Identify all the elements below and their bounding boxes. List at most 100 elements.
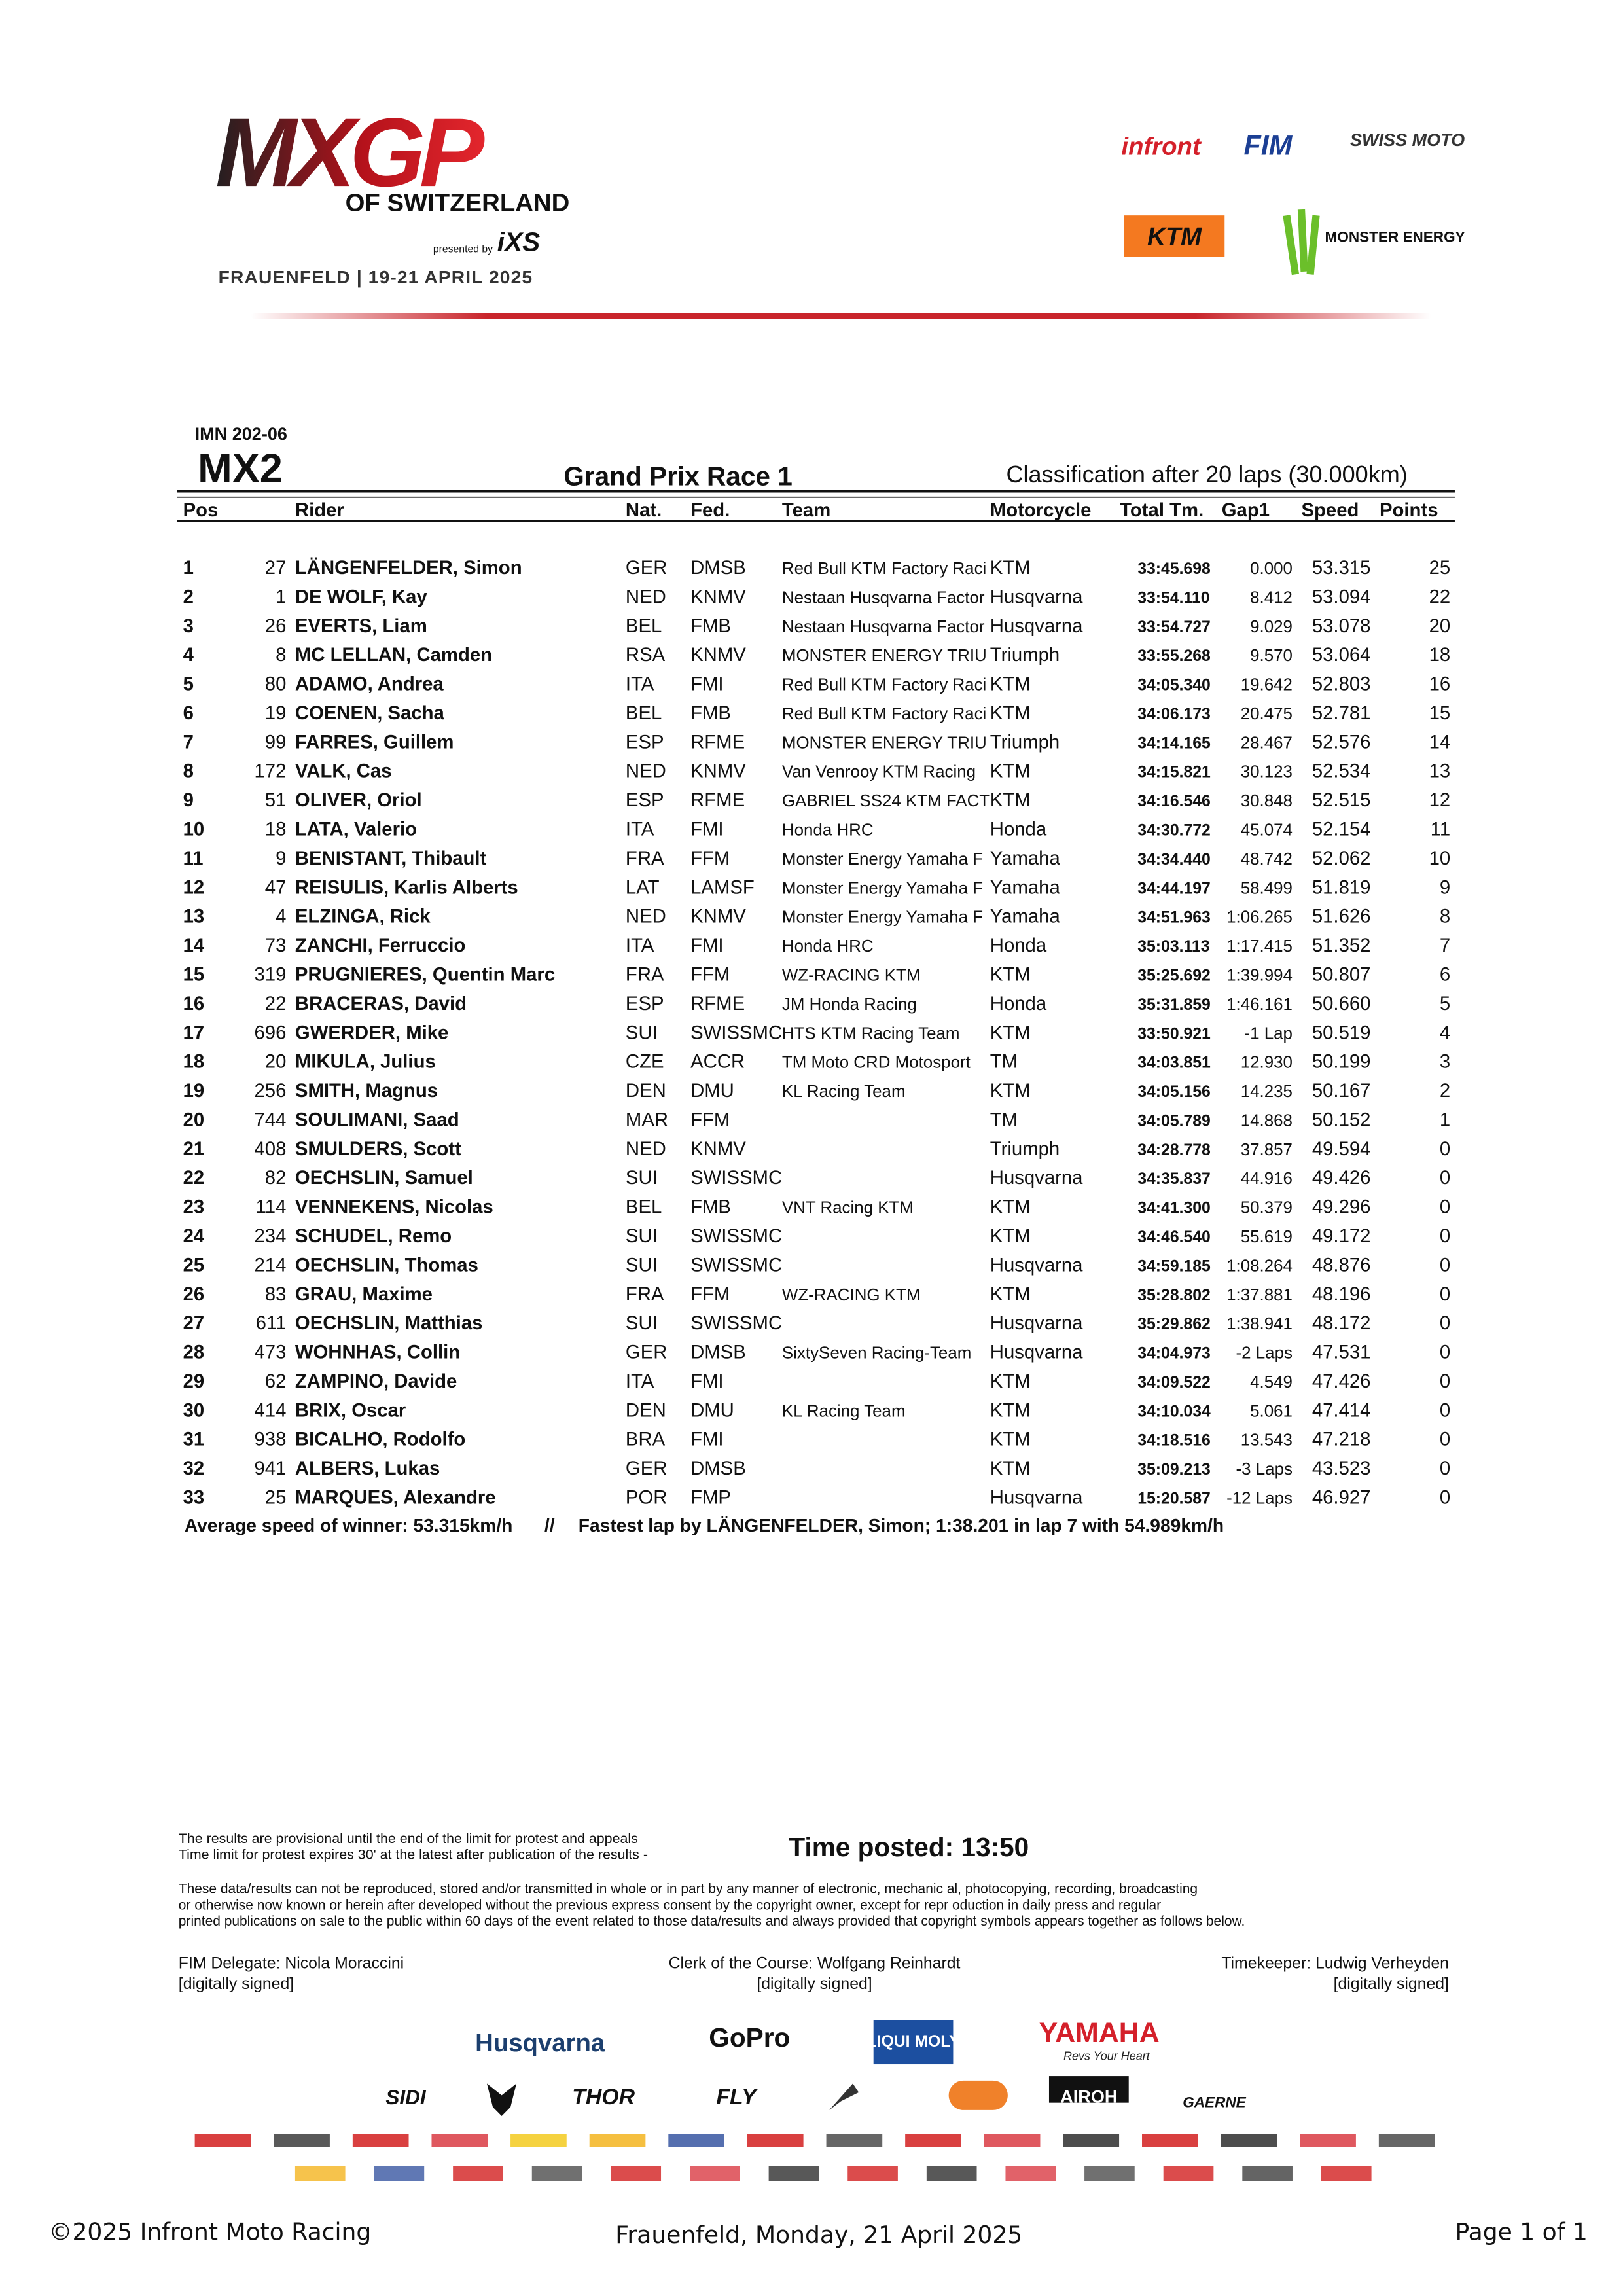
team: Red Bull KTM Factory Raci xyxy=(782,676,986,694)
position: 30 xyxy=(183,1399,205,1421)
position: 11 xyxy=(183,848,204,869)
total-time: 34:15.821 xyxy=(1137,764,1211,781)
nationality: FRA xyxy=(626,963,664,985)
sponsor-logo: SIDI xyxy=(385,2085,427,2109)
rider-number: 18 xyxy=(265,819,287,840)
result-row: 6 19 COENEN, Sacha BEL FMB Red Bull KTM Facto… xyxy=(183,702,1451,724)
sponsor-badge xyxy=(873,2020,954,2065)
small-sponsor-logo xyxy=(453,2166,503,2181)
sponsor-logo: GAERNE xyxy=(1183,2094,1246,2110)
nationality: NED xyxy=(626,906,666,927)
monster-claw xyxy=(1283,209,1320,276)
team: Honda HRC xyxy=(782,937,874,956)
gap: 13.543 xyxy=(1241,1431,1293,1450)
column-header: Gap1 xyxy=(1222,499,1270,521)
rider-name: ZANCHI, Ferruccio xyxy=(295,935,465,956)
rider-number: 27 xyxy=(265,557,287,579)
team: WZ-RACING KTM xyxy=(782,1286,921,1304)
small-sponsor-logo xyxy=(352,2134,409,2147)
speed: 49.594 xyxy=(1312,1138,1371,1160)
speed: 52.534 xyxy=(1312,761,1371,782)
nationality: SUI xyxy=(626,1022,658,1043)
federation: SWISSMC xyxy=(690,1225,782,1247)
total-time: 34:05.340 xyxy=(1137,677,1211,694)
result-row: 27 611 OECHSLIN, Matthias SUI SWISSMC Husqvar… xyxy=(183,1312,1451,1334)
rider-name: VALK, Cas xyxy=(295,761,392,782)
result-row: 10 18 LATA, Valerio ITA FMI Honda HRC Honda 34:… xyxy=(183,819,1451,840)
points: 0 xyxy=(1440,1254,1450,1276)
nationality: GER xyxy=(626,1342,667,1363)
rider-name: BENISTANT, Thibault xyxy=(295,848,487,869)
speed: 52.576 xyxy=(1312,731,1371,753)
rider-name: GWERDER, Mike xyxy=(295,1022,448,1043)
position: 32 xyxy=(183,1458,205,1479)
points: 0 xyxy=(1440,1196,1450,1218)
total-time: 33:45.698 xyxy=(1137,560,1211,578)
motorcycle: KTM xyxy=(990,1022,1031,1043)
total-time: 34:06.173 xyxy=(1137,706,1211,723)
nationality: DEN xyxy=(626,1080,666,1102)
column-header: Points xyxy=(1380,499,1438,521)
rider-number: 22 xyxy=(265,993,287,1014)
gap: 37.857 xyxy=(1241,1141,1293,1159)
rider-name: LÄNGENFELDER, Simon xyxy=(295,557,522,579)
federation: DMU xyxy=(690,1080,734,1102)
footer: The results are provisional until the en… xyxy=(48,1831,1587,2249)
event-logo: MXGP xyxy=(215,98,485,207)
points: 1 xyxy=(1440,1109,1450,1130)
disclaimer: These data/results can not be reproduced… xyxy=(179,1882,1198,1897)
motorcycle: KTM xyxy=(990,1196,1031,1218)
position: 8 xyxy=(183,761,194,782)
position: 28 xyxy=(183,1342,205,1363)
rider-name: WOHNHAS, Collin xyxy=(295,1342,460,1363)
total-time: 34:59.185 xyxy=(1137,1257,1211,1275)
nationality: ESP xyxy=(626,993,664,1014)
protest-note: Time limit for protest expires 30' at th… xyxy=(179,1847,648,1863)
speed: 50.807 xyxy=(1312,963,1371,985)
official-signature: [digitally signed] xyxy=(1334,1975,1449,1993)
total-time: 34:18.516 xyxy=(1137,1432,1211,1450)
sponsor-logo: Husqvarna xyxy=(475,2029,605,2057)
total-time: 34:09.522 xyxy=(1137,1374,1211,1391)
position: 21 xyxy=(183,1138,205,1160)
rider-number: 83 xyxy=(265,1283,287,1305)
speed: 47.218 xyxy=(1312,1429,1371,1450)
gap: 9.029 xyxy=(1250,618,1293,636)
presented-by: presented by xyxy=(433,244,493,255)
sponsor-logo: YAMAHA xyxy=(1039,2017,1160,2049)
small-sponsor-logo xyxy=(1321,2166,1372,2181)
position: 10 xyxy=(183,819,205,840)
federation: KNMV xyxy=(690,586,746,607)
federation: DMU xyxy=(690,1399,734,1421)
sponsor-logo: AIROH xyxy=(1060,2087,1117,2107)
result-row: 5 80 ADAMO, Andrea ITA FMI Red Bull KTM Facto… xyxy=(183,673,1451,695)
federation: ACCR xyxy=(690,1051,745,1073)
speed: 53.064 xyxy=(1312,644,1371,666)
result-row: 33 25 MARQUES, Alexandre POR FMP Husqvarna 15:… xyxy=(183,1487,1451,1509)
nationality: LAT xyxy=(626,876,660,898)
position: 13 xyxy=(183,906,205,927)
rider-number: 26 xyxy=(265,615,287,637)
speed: 52.154 xyxy=(1312,819,1371,840)
total-time: 33:54.727 xyxy=(1137,619,1211,636)
motorcycle: KTM xyxy=(990,1458,1031,1479)
gap: -2 Laps xyxy=(1236,1344,1293,1363)
team: VNT Racing KTM xyxy=(782,1199,914,1217)
speed: 48.172 xyxy=(1312,1312,1371,1334)
rider-name: OECHSLIN, Thomas xyxy=(295,1254,478,1276)
gap: 58.499 xyxy=(1241,879,1293,897)
position: 17 xyxy=(183,1022,205,1043)
sponsor-badge xyxy=(1048,2076,1129,2103)
column-header: Rider xyxy=(295,499,344,521)
points: 7 xyxy=(1440,935,1450,956)
rider-name: BRACERAS, David xyxy=(295,993,467,1014)
position: 31 xyxy=(183,1429,205,1450)
nationality: ITA xyxy=(626,819,654,840)
federation: SWISSMC xyxy=(690,1312,782,1334)
small-sponsor-logo xyxy=(589,2134,646,2147)
rider-number: 938 xyxy=(255,1429,287,1450)
partner-logo: KTM xyxy=(1147,223,1202,251)
result-row: 23 114 VENNEKENS, Nicolas BEL FMB VNT Racing … xyxy=(183,1196,1451,1218)
small-sponsor-logo xyxy=(1378,2134,1435,2147)
